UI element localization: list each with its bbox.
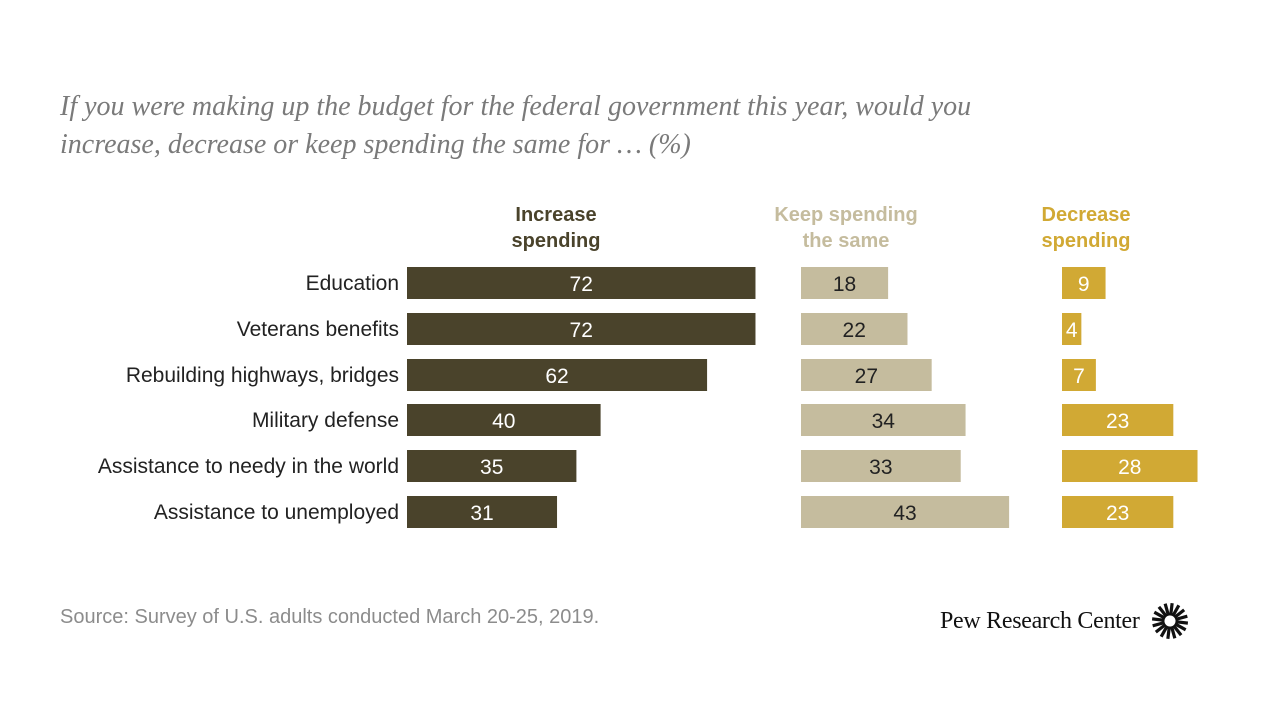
bar [407,404,601,436]
bar [407,359,708,391]
series-header: spending [512,230,601,252]
bar [801,313,908,345]
bar [407,267,756,299]
brand-name: Pew Research Center [940,607,1140,634]
data-label: 40 [492,410,515,433]
series-header: Keep spending [774,204,917,226]
data-label: 7 [1073,365,1085,388]
chart-title-line-1: If you were making up the budget for the… [60,91,972,122]
category-label: Veterans benefits [237,318,399,341]
category-label: Education [306,272,399,295]
bar [801,496,1010,528]
data-label: 9 [1078,273,1090,296]
brand-logo: Pew Research Center [940,601,1190,641]
bar [407,313,756,345]
bar [1062,359,1096,391]
bar [801,404,966,436]
bar [1062,267,1106,299]
series-header: spending [1042,230,1131,252]
data-label: 4 [1066,319,1078,342]
data-label: 18 [833,273,856,296]
bar [1062,450,1198,482]
category-label: Assistance to unemployed [154,501,399,524]
bar [801,359,932,391]
pew-sunburst-icon [1151,602,1188,640]
data-label: 72 [570,319,593,342]
data-label: 72 [570,273,593,296]
bar [407,450,577,482]
category-label: Rebuilding highways, bridges [126,364,399,387]
data-label: 28 [1118,456,1141,479]
bar [1062,496,1174,528]
data-label: 33 [869,456,892,479]
data-label: 43 [893,502,916,525]
bar [801,267,889,299]
category-label: Military defense [252,409,399,432]
data-label: 34 [872,410,896,433]
chart-title-line-2: increase, decrease or keep spending the … [60,129,691,160]
bar [801,450,961,482]
series-header: the same [803,230,890,252]
chart-title: If you were making up the budget for the… [60,88,1160,164]
data-label: 31 [470,502,493,525]
category-label: Assistance to needy in the world [98,455,399,478]
series-header: Decrease [1042,204,1131,226]
data-label: 22 [843,319,866,342]
source-note: Source: Survey of U.S. adults conducted … [60,606,600,628]
bar [1062,313,1082,345]
data-label: 23 [1106,502,1129,525]
data-label: 35 [480,456,503,479]
data-label: 27 [855,365,878,388]
data-label: 62 [545,365,568,388]
series-header: Increase [515,204,596,226]
bar [407,496,558,528]
bar [1062,404,1174,436]
data-label: 23 [1106,410,1129,433]
